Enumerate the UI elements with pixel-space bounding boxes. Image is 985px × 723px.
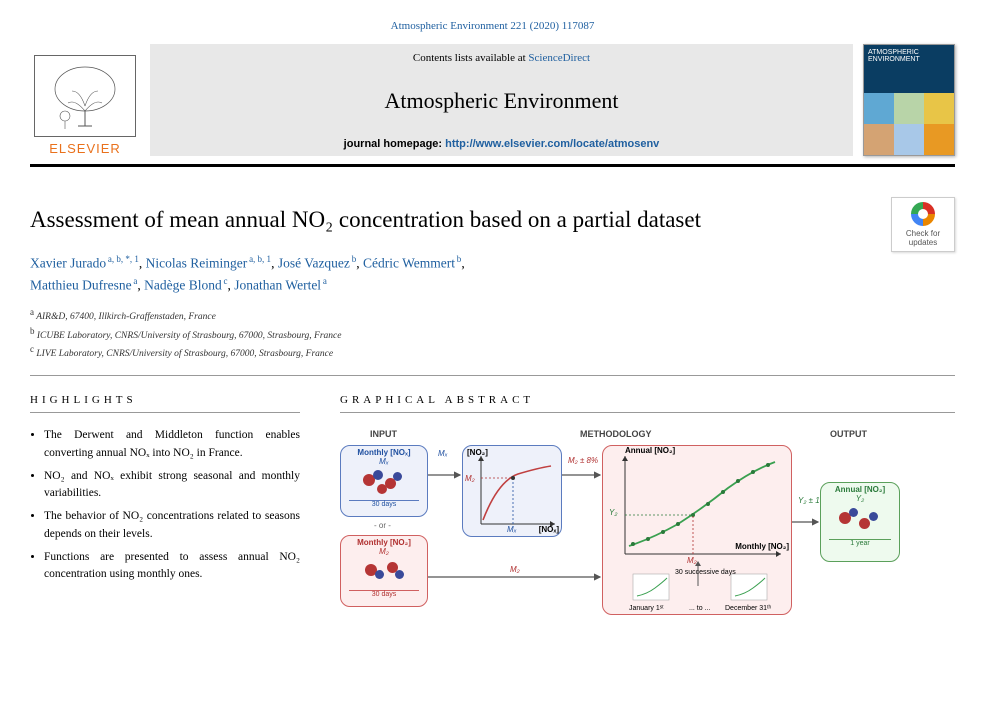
contents-line: Contents lists available at ScienceDirec…	[413, 52, 590, 64]
ga-meth2-y2: Y₂	[609, 508, 617, 517]
author-link[interactable]: José Vazquez	[278, 256, 350, 271]
citation-link[interactable]: Atmospheric Environment 221 (2020) 11708…	[391, 20, 595, 32]
ga-input1-sub: Mₓ	[341, 457, 427, 466]
ga-output-year: 1 year	[829, 539, 891, 547]
ga-meth1-xlabel: [NOₓ]	[539, 525, 559, 534]
citation-line: Atmospheric Environment 221 (2020) 11708…	[30, 20, 955, 32]
ga-or-label: - or -	[374, 521, 391, 530]
svg-text:M₂: M₂	[510, 565, 520, 574]
ga-label-input: INPUT	[370, 429, 397, 439]
author-link[interactable]: Matthieu Dufresne	[30, 278, 132, 293]
check-updates-label: Check for updates	[906, 229, 940, 247]
cover-title: ATMOSPHERIC ENVIRONMENT	[864, 45, 954, 93]
elsevier-logo-block: ELSEVIER	[30, 44, 140, 156]
ga-output-title: Annual [NO₂]	[821, 485, 899, 494]
highlights-heading: HIGHLIGHTS	[30, 394, 300, 413]
ga-label-methodology: METHODOLOGY	[580, 429, 652, 439]
homepage-line: journal homepage: http://www.elsevier.co…	[344, 138, 660, 150]
highlight-item: Functions are presented to assess annual…	[44, 549, 300, 584]
ga-meth2-to: ... to ...	[689, 605, 710, 612]
ga-output-box: Annual [NO₂] Y₂ 1 year	[820, 482, 900, 562]
ga-meth1-err: M₂ ± 8%	[568, 457, 598, 466]
affiliation-a: AIR&D, 67400, Illkirch-Graffenstaden, Fr…	[36, 312, 216, 322]
banner-center: Contents lists available at ScienceDirec…	[150, 44, 853, 156]
ga-meth-convert-box: [NO₂] [NOₓ] M₂ Mₓ	[462, 445, 562, 537]
ga-input2-title: Monthly [NO₂]	[341, 538, 427, 547]
authors-block: Xavier Jurado a, b, *, 1, Nicolas Reimin…	[30, 252, 955, 296]
ga-input-nox-box: Monthly [NOₓ] Mₓ 30 days	[340, 445, 428, 517]
highlight-item: The behavior of NO₂ concentrations relat…	[44, 508, 300, 543]
affiliation-c: LIVE Laboratory, CNRS/University of Stra…	[36, 349, 333, 359]
graphical-abstract: INPUT METHODOLOGY OUTPUT Monthly [NOₓ] M…	[340, 427, 900, 622]
highlight-item: NO₂ and NOₓ exhibit strong seasonal and …	[44, 468, 300, 503]
ga-input-no2-box: Monthly [NO₂] M₂ 30 days	[340, 535, 428, 607]
author-link[interactable]: Nicolas Reiminger	[146, 256, 248, 271]
journal-name: Atmospheric Environment	[384, 88, 618, 114]
author-link[interactable]: Xavier Jurado	[30, 256, 106, 271]
ga-input2-sub: M₂	[341, 547, 427, 556]
sciencedirect-link[interactable]: ScienceDirect	[528, 52, 590, 64]
article-title: Assessment of mean annual NO₂ concentrat…	[30, 207, 871, 233]
ga-meth2-m2: M₂	[687, 556, 697, 565]
ga-output-sub: Y₂	[821, 494, 899, 503]
author-link[interactable]: Jonathan Wertel	[234, 278, 321, 293]
crossmark-icon	[911, 202, 935, 226]
homepage-link[interactable]: http://www.elsevier.com/locate/atmosenv	[445, 138, 659, 150]
elsevier-tree-icon	[34, 55, 136, 137]
ga-meth2-dec: December 31ᵗʰ	[725, 605, 771, 612]
affiliations-block: a AIR&D, 67400, Illkirch-Graffenstaden, …	[30, 306, 955, 376]
ga-input1-title: Monthly [NOₓ]	[341, 448, 427, 457]
ga-meth1-mx: Mₓ	[507, 525, 517, 534]
ga-label-output: OUTPUT	[830, 429, 867, 439]
graphical-abstract-heading: GRAPHICAL ABSTRACT	[340, 394, 955, 413]
elsevier-label: ELSEVIER	[49, 141, 121, 156]
ga-input1-days: 30 days	[349, 500, 419, 508]
homepage-prefix: journal homepage:	[344, 138, 445, 150]
ga-meth2-succ: 30 successive days	[675, 569, 736, 577]
ga-meth2-xlabel: Monthly [NO₂]	[735, 542, 789, 551]
ga-meth1-ylabel: [NO₂]	[467, 448, 488, 457]
ga-meth1-m2: M₂	[465, 474, 475, 483]
highlight-item: The Derwent and Middleton function enabl…	[44, 427, 300, 462]
highlights-list: The Derwent and Middleton function enabl…	[30, 427, 300, 583]
author-link[interactable]: Nadège Blond	[144, 278, 222, 293]
check-updates-badge[interactable]: Check for updates	[891, 197, 955, 252]
header-banner: ELSEVIER Contents lists available at Sci…	[30, 44, 955, 167]
journal-cover-thumb: ATMOSPHERIC ENVIRONMENT	[863, 44, 955, 156]
contents-prefix: Contents lists available at	[413, 52, 528, 64]
author-link[interactable]: Cédric Wemmert	[363, 256, 455, 271]
ga-input2-days: 30 days	[349, 590, 419, 598]
ga-arrow-mx: Mₓ	[438, 449, 448, 458]
ga-meth2-ylabel: Annual [NO₂]	[625, 446, 675, 455]
ga-meth-annual-box: Annual [NO₂] Monthly [NO₂] Y₂ M₂ 30 succ…	[602, 445, 792, 615]
ga-meth2-jan: January 1ˢᵗ	[629, 605, 664, 612]
affiliation-b: ICUBE Laboratory, CNRS/University of Str…	[37, 331, 342, 341]
